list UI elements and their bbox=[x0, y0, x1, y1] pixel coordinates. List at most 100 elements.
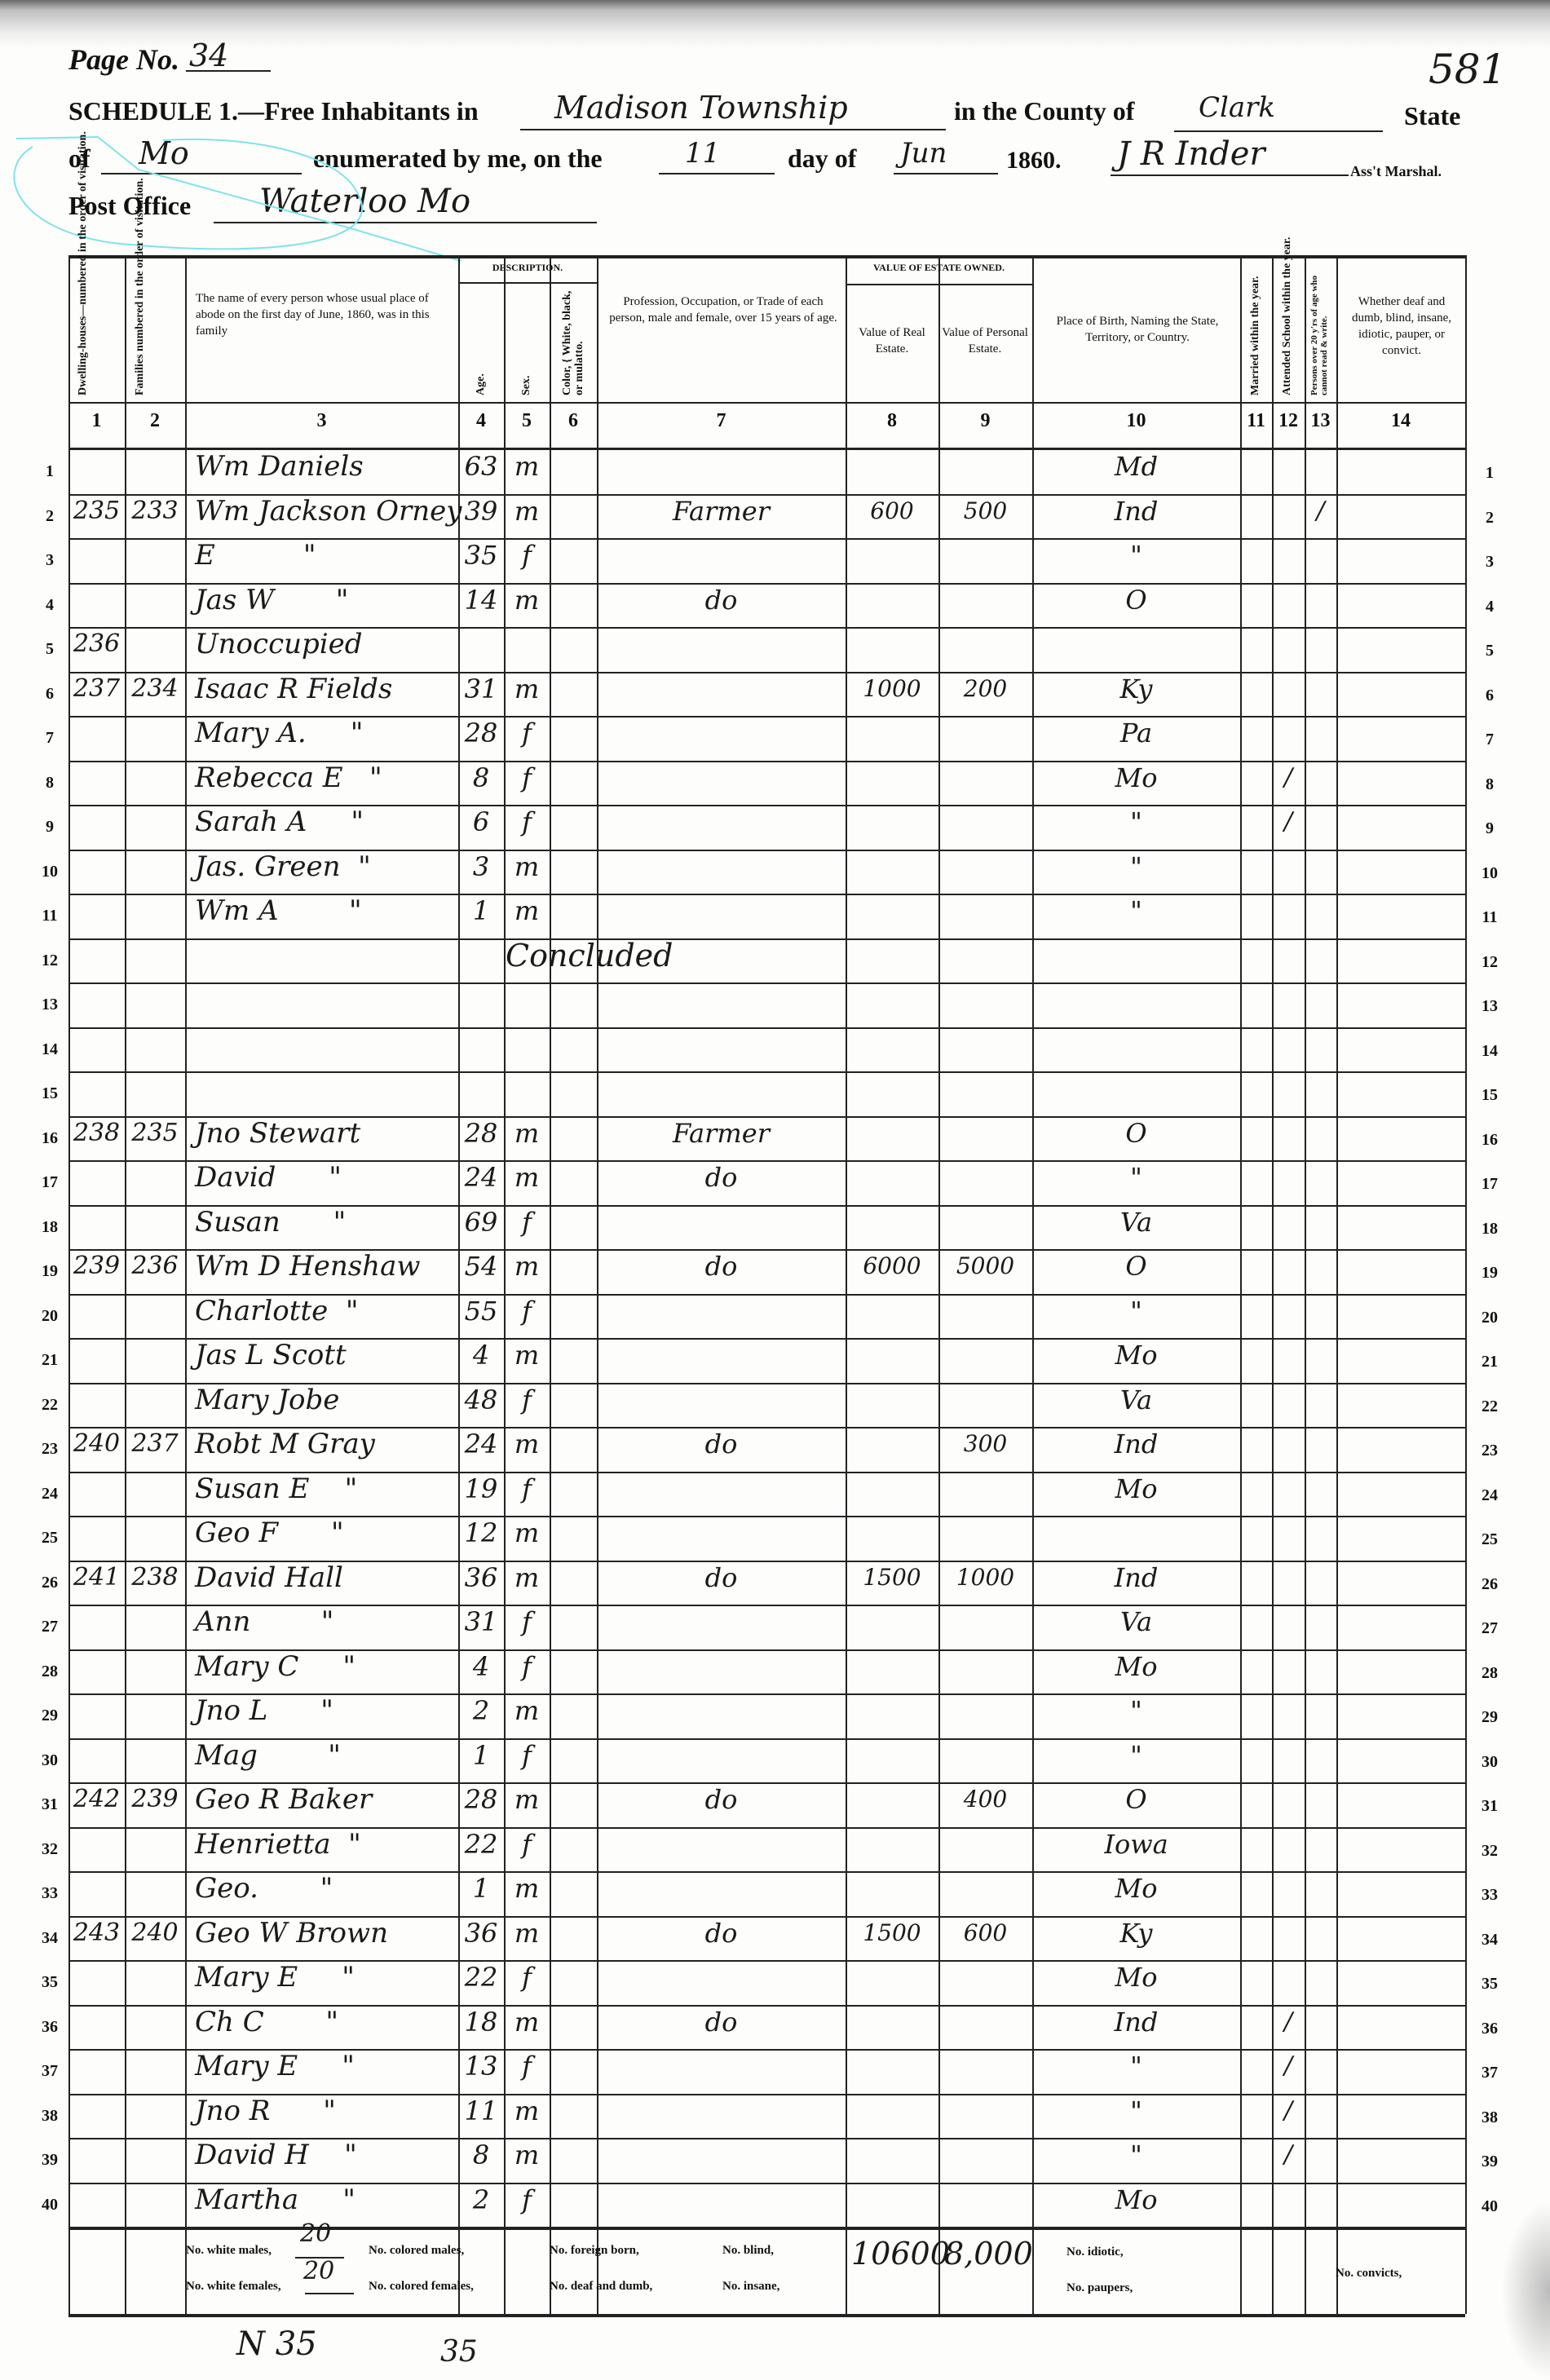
sex: f bbox=[522, 718, 532, 748]
line-number-left: 39 bbox=[42, 2151, 58, 2169]
annotation-ellipse bbox=[13, 135, 464, 261]
family-number: 239 bbox=[131, 1785, 179, 1813]
age: 2 bbox=[472, 1695, 490, 1726]
occupation: do bbox=[704, 1918, 738, 1949]
sex: m bbox=[514, 1695, 540, 1726]
line-number-right: 26 bbox=[1482, 1575, 1498, 1593]
person-name: Jno Stewart bbox=[195, 1117, 361, 1150]
line-number-left: 12 bbox=[42, 952, 58, 969]
person-name: Jas. Green " bbox=[195, 850, 371, 883]
table-top-border bbox=[68, 255, 1465, 258]
sex: f bbox=[522, 1473, 532, 1504]
real-estate-value: 1500 bbox=[863, 1919, 921, 1946]
line-number-right: 10 bbox=[1482, 864, 1498, 882]
person-name: Wm Daniels bbox=[195, 450, 364, 483]
birthplace: " bbox=[1130, 806, 1142, 837]
idiotic-label: No. idiotic, bbox=[1066, 2245, 1124, 2259]
column-header-school: Attended School within the year. bbox=[1281, 236, 1293, 395]
line-number-left: 23 bbox=[42, 1440, 58, 1458]
column-header-name: The name of every person whose usual pla… bbox=[196, 292, 430, 338]
column-divider bbox=[185, 255, 187, 2314]
age: 24 bbox=[464, 1162, 498, 1193]
line-number-right: 7 bbox=[1486, 731, 1494, 748]
line-number-left: 16 bbox=[42, 1129, 58, 1147]
column-header-personal-estate: Value of Personal Estate. bbox=[942, 326, 1028, 355]
marshal-label: Ass't Marshal. bbox=[1350, 163, 1442, 179]
row-divider bbox=[68, 2138, 1465, 2139]
birthplace: Va bbox=[1119, 1207, 1153, 1238]
month-value: Jun bbox=[900, 137, 947, 170]
family-number: 237 bbox=[131, 1429, 179, 1458]
line-number-right: 32 bbox=[1482, 1842, 1498, 1860]
person-name: Jno L " bbox=[195, 1694, 333, 1727]
year-label: 1860. bbox=[1006, 147, 1062, 174]
sex: f bbox=[522, 762, 532, 793]
birthplace: Ky bbox=[1119, 673, 1153, 704]
row-divider bbox=[68, 672, 1465, 673]
sex: m bbox=[514, 1162, 540, 1193]
column-number: 12 bbox=[1278, 410, 1298, 431]
person-name: Mary E " bbox=[195, 2050, 355, 2082]
column-number: 5 bbox=[522, 410, 532, 431]
real-estate-value: 1000 bbox=[863, 675, 921, 702]
sex: f bbox=[522, 1829, 532, 1860]
person-name: Jno R " bbox=[195, 2095, 336, 2127]
row-divider bbox=[68, 1160, 1465, 1162]
birthplace: Pa bbox=[1119, 718, 1153, 748]
line-number-left: 29 bbox=[42, 1707, 58, 1724]
age: 55 bbox=[464, 1296, 498, 1327]
line-number-left: 28 bbox=[42, 1662, 58, 1680]
line-number-left: 24 bbox=[42, 1485, 58, 1503]
age: 28 bbox=[464, 1118, 498, 1149]
line-number-left: 1 bbox=[46, 462, 54, 480]
age: 31 bbox=[464, 673, 498, 704]
person-name: Mary E " bbox=[195, 1961, 355, 1994]
person-name: Geo R Baker bbox=[195, 1783, 373, 1816]
enumerated-label: enumerated by me, on the bbox=[313, 144, 603, 173]
occupation: do bbox=[704, 1162, 738, 1193]
age: 22 bbox=[464, 1829, 498, 1860]
person-name: Isaac R Fields bbox=[195, 673, 393, 705]
column-divider bbox=[1305, 255, 1306, 2314]
sex: f bbox=[522, 2184, 532, 2215]
person-name: Wm D Henshaw bbox=[195, 1250, 421, 1283]
line-number-right: 25 bbox=[1482, 1530, 1498, 1548]
line-number-left: 36 bbox=[42, 2018, 58, 2036]
row-divider bbox=[68, 1738, 1465, 1740]
line-number-right: 33 bbox=[1482, 1886, 1498, 1904]
person-name: Ch C " bbox=[195, 2006, 339, 2038]
line-number-right: 13 bbox=[1482, 997, 1498, 1015]
line-number-right: 23 bbox=[1482, 1442, 1498, 1459]
row-divider bbox=[68, 1960, 1465, 1962]
line-number-right: 2 bbox=[1486, 509, 1494, 527]
real-estate-total: 10600 bbox=[851, 2236, 950, 2272]
person-name: Susan E " bbox=[195, 1473, 358, 1505]
column-divider bbox=[550, 255, 551, 2314]
white-females-label: No. white females, bbox=[186, 2280, 281, 2293]
person-name: Susan " bbox=[195, 1206, 347, 1239]
sex: m bbox=[514, 2139, 540, 2170]
birthplace: " bbox=[1130, 1296, 1142, 1327]
birthplace: Mo bbox=[1115, 1340, 1158, 1371]
family-number: 236 bbox=[131, 1252, 179, 1280]
column-divider bbox=[938, 255, 940, 2314]
dwelling-number: 239 bbox=[73, 1252, 121, 1280]
personal-estate-value: 400 bbox=[963, 1786, 1008, 1813]
line-number-right: 30 bbox=[1482, 1753, 1498, 1771]
personal-estate-value: 5000 bbox=[956, 1252, 1015, 1279]
row-divider bbox=[68, 850, 1465, 851]
sex: f bbox=[522, 1651, 532, 1682]
age: 8 bbox=[472, 762, 490, 793]
colored-males-label: No. colored males, bbox=[369, 2244, 465, 2257]
month-line bbox=[894, 173, 998, 174]
attended-school-mark: / bbox=[1283, 2140, 1293, 2169]
column-number: 13 bbox=[1310, 410, 1331, 431]
post-office-line bbox=[214, 222, 597, 223]
line-number-right: 31 bbox=[1482, 1797, 1498, 1815]
real-estate-value: 1500 bbox=[863, 1564, 921, 1591]
age: 31 bbox=[464, 1606, 498, 1637]
column-number: 6 bbox=[568, 410, 578, 431]
age: 28 bbox=[464, 1784, 498, 1815]
column-number: 4 bbox=[476, 410, 486, 431]
line-number-left: 7 bbox=[46, 729, 54, 747]
